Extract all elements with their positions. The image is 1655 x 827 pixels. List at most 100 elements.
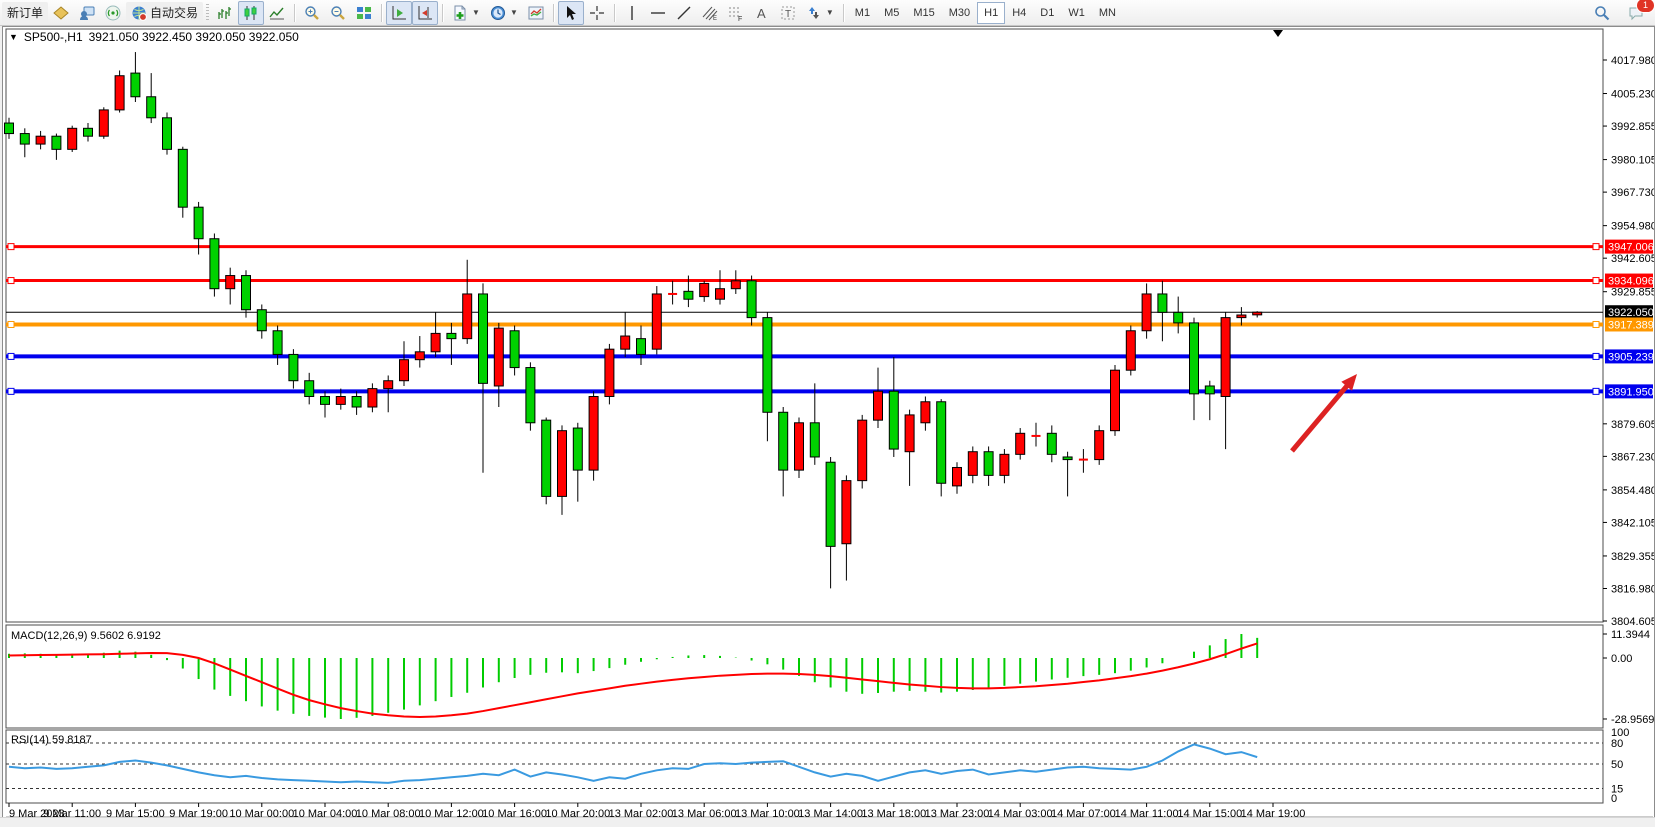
macd-signal-line (8, 642, 1258, 718)
arrows-button[interactable]: ▼ (801, 1, 839, 25)
candle-body (1252, 311, 1263, 316)
timeframe-h4-button[interactable]: H4 (1012, 6, 1027, 19)
time-tick-label: 10 Mar 08:00 (356, 808, 421, 818)
macd-tick-label: 11.3944 (1611, 629, 1650, 641)
cursor-button[interactable] (557, 0, 584, 25)
line-handle[interactable] (1592, 387, 1600, 395)
chart-shift-button[interactable] (412, 0, 439, 25)
trendline-icon (677, 6, 691, 19)
timeframe-m15-button[interactable]: M15 (913, 6, 935, 19)
candle-body (509, 330, 520, 369)
candle-body (1062, 456, 1073, 461)
price-badge (1605, 273, 1653, 288)
toolbar-separator (442, 3, 444, 22)
timeframe-h1-button[interactable]: H1 (977, 1, 1006, 24)
candle-body (414, 351, 425, 361)
chart-canvas[interactable]: 4017.980 4005.230 3992.855 3980.105 3967.730… (3, 27, 1654, 818)
price-tick-label: 3804.605 (1611, 616, 1654, 628)
line-handle[interactable] (7, 387, 15, 395)
timeframe-d1-button[interactable]: D1 (1040, 6, 1055, 19)
line-handle[interactable] (7, 320, 15, 328)
line-handle[interactable] (1592, 352, 1600, 360)
profile-button[interactable] (74, 1, 100, 25)
timeframe-w1-button[interactable]: W1 (1068, 6, 1085, 19)
time-tick-label: 10 Mar 00:00 (229, 808, 294, 818)
horizontal-line-button[interactable] (645, 1, 671, 25)
chart-shift-marker[interactable] (1273, 30, 1283, 37)
bar-chart-button[interactable] (212, 1, 238, 25)
auto-scroll-button[interactable] (386, 0, 413, 25)
chart-window[interactable]: ▼ SP500-,H1 3921.050 3922.450 3920.050 3… (2, 26, 1655, 819)
price-tick-label: 3867.230 (1611, 451, 1654, 463)
channel-button[interactable]: E (697, 1, 723, 25)
candle-body (1220, 317, 1231, 397)
templates-button[interactable] (523, 1, 549, 25)
rsi-indicator (6, 742, 1603, 789)
autotrading-button[interactable]: 自动交易 (126, 1, 204, 24)
text-button[interactable]: A (749, 1, 775, 25)
chat-button[interactable]: 1 (1623, 0, 1655, 25)
price-tick-label: 3854.480 (1611, 485, 1654, 497)
time-tick-label: 13 Mar 14:00 (798, 808, 863, 818)
svg-text:F: F (738, 16, 742, 21)
line-handle[interactable] (1592, 243, 1600, 251)
timeframe-m1-button[interactable]: M1 (854, 6, 871, 19)
timeframe-mn-button[interactable]: MN (1098, 6, 1116, 19)
candlestick-chart-button[interactable] (238, 0, 265, 25)
line-handle[interactable] (7, 352, 15, 360)
text-label-button[interactable]: T (775, 1, 801, 25)
chart-ohlc-values: 3921.050 3922.450 3920.050 3922.050 (88, 30, 299, 44)
zoom-out-button[interactable] (325, 1, 351, 25)
search-button[interactable] (1589, 1, 1615, 25)
price-badge-label: 3947.006 (1608, 242, 1654, 254)
arrows-icon (808, 6, 819, 19)
time-tick-label: 10 Mar 12:00 (419, 808, 484, 818)
new-chart-button[interactable] (48, 1, 74, 25)
candle-body (83, 127, 93, 137)
tile-windows-button[interactable] (351, 1, 377, 25)
line-chart-button[interactable] (264, 1, 290, 25)
zoom-in-button[interactable] (299, 1, 325, 25)
bar-chart-icon (218, 6, 232, 19)
fibonacci-button[interactable]: F (723, 1, 749, 25)
trendline-button[interactable] (671, 1, 697, 25)
price-tick-label: 3842.105 (1611, 517, 1654, 529)
macd-indicator (8, 634, 1259, 719)
rsi-tick-label: 0 (1611, 793, 1617, 805)
crosshair-icon (589, 5, 604, 20)
signal-button[interactable] (100, 1, 126, 25)
time-tick-label: 14 Mar 15:00 (1177, 808, 1242, 818)
crosshair-button[interactable] (584, 1, 610, 25)
line-handle[interactable] (1592, 320, 1600, 328)
line-handle[interactable] (7, 277, 15, 285)
price-axis[interactable]: 4017.980 4005.230 3992.855 3980.105 3967.730… (1603, 55, 1654, 628)
price-badge-label: 3922.050 (1608, 307, 1654, 319)
candle-body (1173, 311, 1184, 324)
one-click-expand-icon[interactable]: ▼ (9, 32, 18, 42)
candle-body (177, 148, 188, 208)
periods-button[interactable]: ▼ (485, 1, 523, 25)
rsi-label: RSI(14) 59.8187 (11, 734, 92, 746)
candle-body (1189, 322, 1199, 395)
new-order-button[interactable]: 新订单 (2, 1, 49, 24)
timeframe-m5-button[interactable]: M5 (884, 6, 900, 19)
vertical-line-button[interactable] (619, 1, 645, 25)
main-toolbar: 新订单 自动交易 ▼ ▼ E F A T ▼ M1 (0, 0, 1655, 26)
indicators-button[interactable]: ▼ (447, 1, 485, 25)
timeframe-m30-button[interactable]: M30 (948, 6, 971, 19)
line-handle[interactable] (7, 243, 15, 251)
price-tick-label: 3879.605 (1611, 419, 1654, 431)
trend-arrow-annotation[interactable] (1290, 374, 1357, 453)
rsi-tick-label: 15 (1611, 784, 1623, 796)
candle-body (256, 309, 267, 332)
time-tick-label: 10 Mar 16:00 (482, 808, 547, 818)
candles (4, 52, 1263, 589)
horizontal-line-objects[interactable] (6, 243, 1603, 395)
chevron-down-icon: ▼ (509, 8, 518, 17)
candle-body (936, 401, 947, 484)
price-tick-label: 3829.355 (1611, 551, 1654, 563)
line-handle[interactable] (1592, 277, 1600, 285)
price-tick-label: 3992.855 (1611, 121, 1654, 133)
notification-badge: 1 (1636, 0, 1655, 13)
